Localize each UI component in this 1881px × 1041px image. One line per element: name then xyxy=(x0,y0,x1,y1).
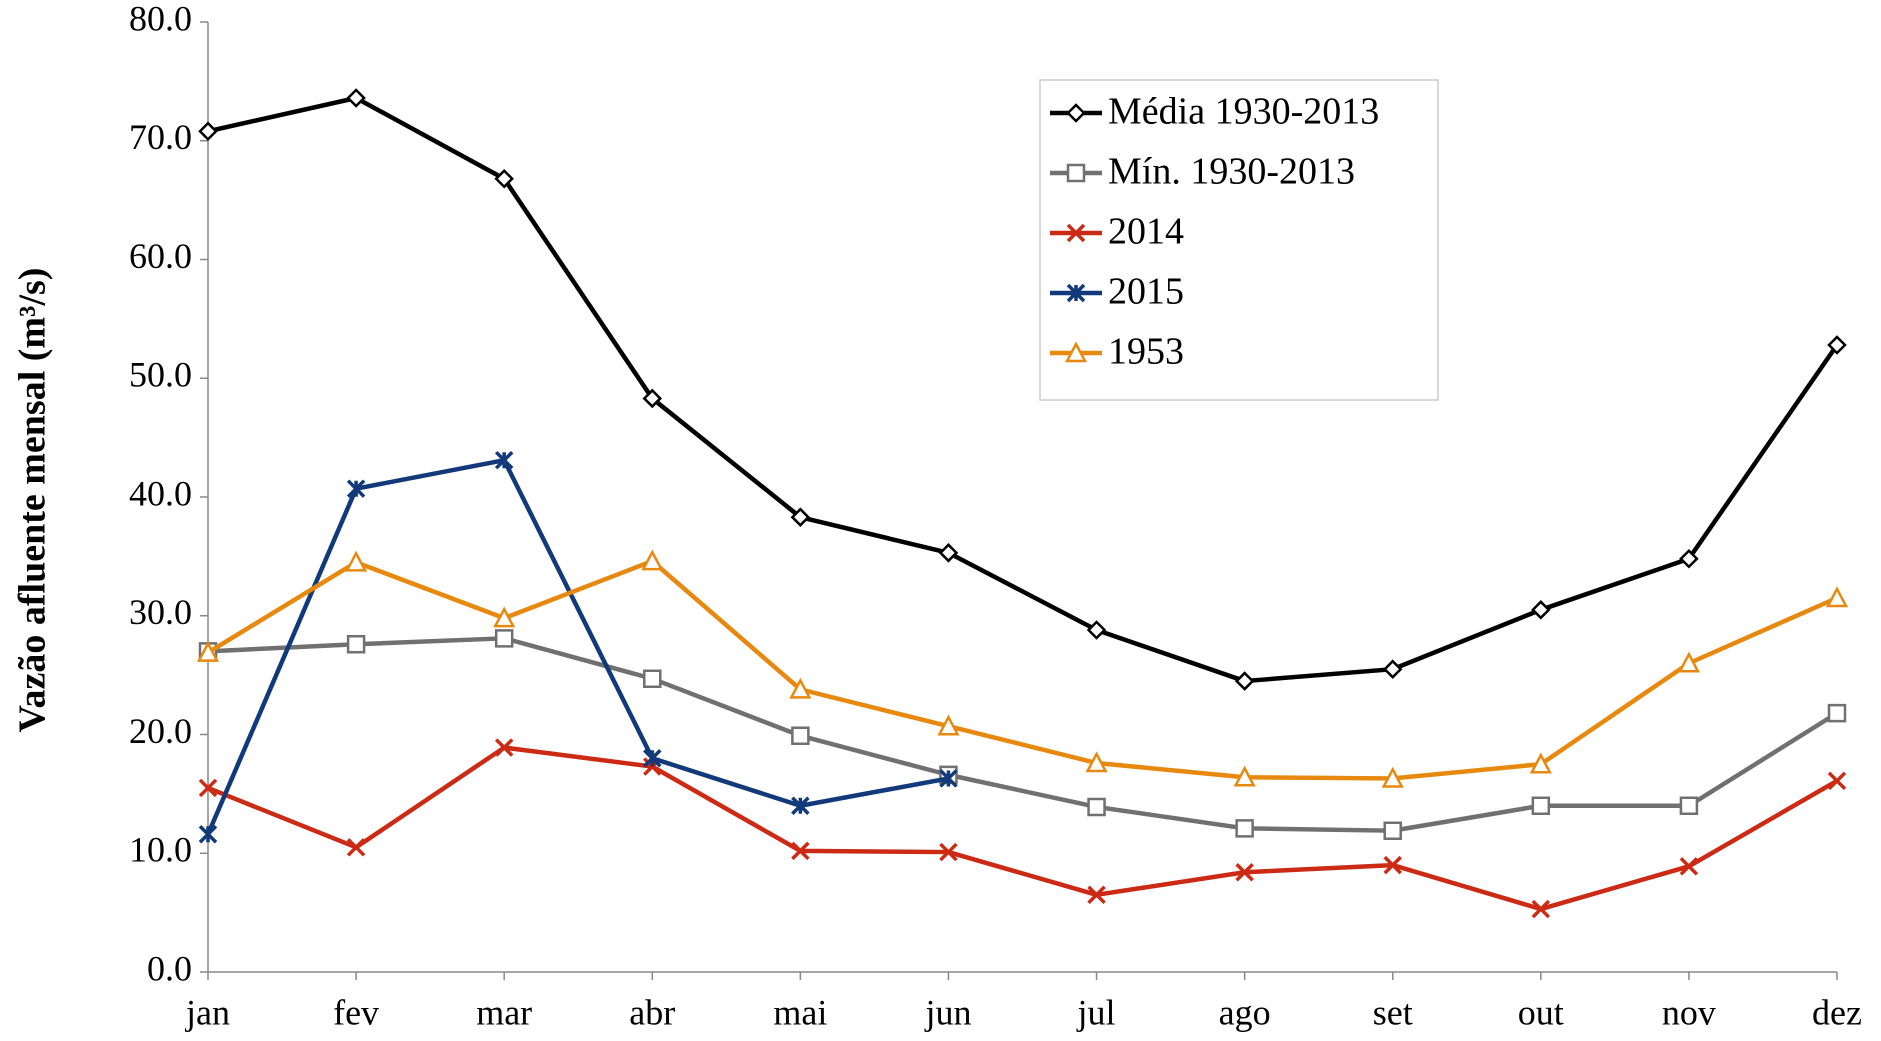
marker xyxy=(494,450,514,470)
x-tick-label: mai xyxy=(773,992,827,1032)
marker xyxy=(346,88,366,108)
marker xyxy=(1529,752,1552,774)
marker xyxy=(198,121,218,142)
x-tick-label: jun xyxy=(923,992,971,1032)
y-tick-label: 0.0 xyxy=(147,948,192,988)
marker xyxy=(1085,751,1108,773)
marker xyxy=(1531,899,1551,919)
marker xyxy=(1827,703,1847,723)
legend-label: 1953 xyxy=(1108,331,1184,373)
marker xyxy=(1827,771,1847,791)
series-line xyxy=(205,457,949,836)
marker xyxy=(1383,821,1402,840)
y-tick-label: 40.0 xyxy=(129,473,192,513)
x-tick-label: fev xyxy=(333,992,379,1032)
marker xyxy=(346,838,366,857)
y-tick-label: 20.0 xyxy=(129,711,192,751)
series-line xyxy=(207,636,1839,833)
marker xyxy=(1066,223,1086,243)
marker xyxy=(494,738,514,757)
x-tick-label: set xyxy=(1373,992,1413,1032)
legend-box xyxy=(1039,79,1439,401)
marker xyxy=(346,479,366,498)
legend-label: Média 1930-2013 xyxy=(1108,91,1379,133)
y-tick-label: 60.0 xyxy=(129,236,192,276)
x-tick-label: abr xyxy=(629,992,675,1032)
x-tick-label: mar xyxy=(476,992,532,1032)
series-line xyxy=(207,745,1839,912)
x-tick-label: dez xyxy=(1812,992,1862,1032)
y-tick-label: 30.0 xyxy=(129,592,192,632)
marker xyxy=(1677,651,1700,673)
marker xyxy=(791,796,810,815)
marker xyxy=(643,749,662,768)
marker xyxy=(1066,103,1086,123)
marker xyxy=(1382,659,1403,679)
marker xyxy=(196,640,220,662)
marker xyxy=(346,635,366,654)
marker xyxy=(789,677,812,699)
x-tick-label: nov xyxy=(1662,992,1716,1032)
marker xyxy=(937,714,960,736)
marker xyxy=(1235,863,1254,882)
legend-label: Mín. 1930-2013 xyxy=(1108,151,1355,193)
marker xyxy=(345,550,368,572)
legend-label: 2015 xyxy=(1108,271,1184,313)
marker xyxy=(791,726,810,745)
marker xyxy=(1064,341,1088,363)
marker xyxy=(1066,283,1086,303)
x-tick-label: out xyxy=(1518,992,1564,1032)
marker xyxy=(1235,819,1254,838)
legend-label: 2014 xyxy=(1108,211,1184,253)
marker xyxy=(1825,586,1849,608)
marker xyxy=(1087,885,1106,905)
marker xyxy=(1531,600,1551,620)
x-tick-label: jul xyxy=(1076,992,1116,1032)
y-axis-label: Vazão afluente mensal (m³/s) xyxy=(12,268,54,733)
marker xyxy=(1087,797,1106,817)
marker xyxy=(1679,548,1699,569)
marker xyxy=(494,629,514,648)
marker xyxy=(642,388,663,409)
x-tick-label: jan xyxy=(184,992,230,1032)
marker xyxy=(1233,765,1256,787)
marker xyxy=(198,825,218,844)
marker xyxy=(1531,796,1551,815)
marker xyxy=(791,841,810,861)
y-tick-label: 50.0 xyxy=(129,355,192,395)
marker xyxy=(643,669,662,688)
marker xyxy=(1234,671,1255,691)
marker xyxy=(494,168,514,189)
marker xyxy=(790,507,811,527)
marker xyxy=(1086,620,1107,640)
series-line xyxy=(206,558,1838,781)
marker xyxy=(939,769,958,788)
marker xyxy=(1679,796,1699,815)
marker xyxy=(198,778,218,798)
marker xyxy=(493,606,516,628)
marker xyxy=(939,842,958,862)
marker xyxy=(938,543,959,563)
marker xyxy=(1827,335,1847,355)
marker xyxy=(1679,857,1699,876)
x-tick-label: ago xyxy=(1219,992,1271,1032)
y-tick-label: 70.0 xyxy=(129,117,192,157)
marker xyxy=(641,549,664,571)
marker xyxy=(1066,163,1086,183)
marker xyxy=(1381,766,1404,788)
y-tick-label: 80.0 xyxy=(129,0,192,38)
series-line xyxy=(207,95,1839,684)
marker xyxy=(1383,855,1402,875)
y-tick-label: 10.0 xyxy=(129,830,192,870)
